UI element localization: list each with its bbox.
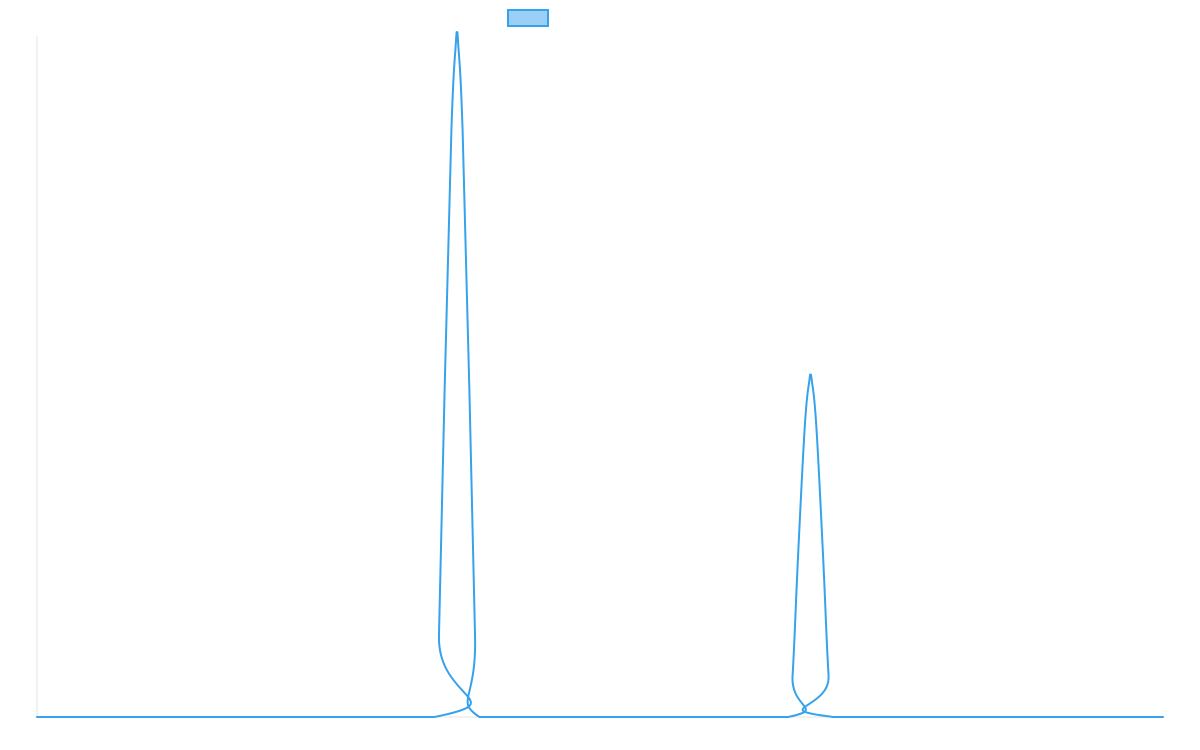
series-line-0: [36, 31, 1164, 719]
legend-item-0[interactable]: [507, 9, 549, 27]
legend-swatch[interactable]: [507, 9, 549, 27]
series-layer: [36, 31, 1164, 719]
axes: [36, 36, 1163, 718]
legend[interactable]: [507, 9, 549, 27]
